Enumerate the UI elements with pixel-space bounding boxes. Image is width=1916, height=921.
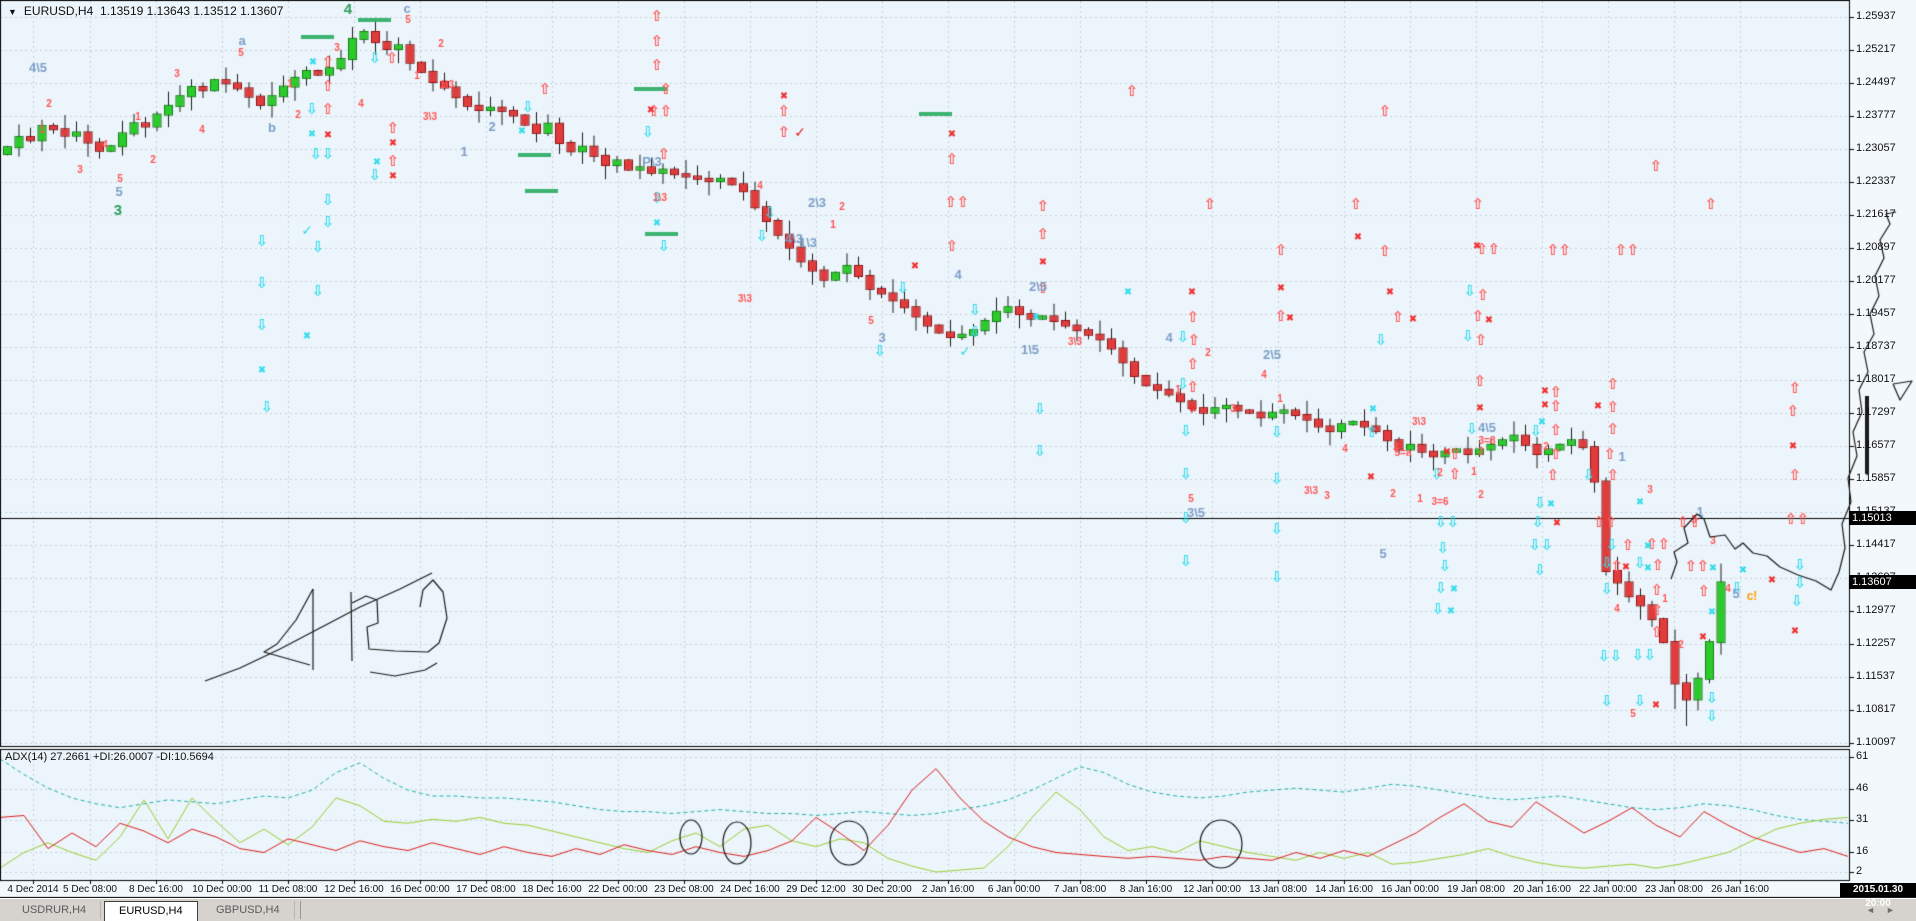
tab-eurusd[interactable]: EURUSD,H4	[104, 901, 198, 921]
time-label: 8 Jan 16:00	[1119, 884, 1173, 895]
price-label: 1.12257	[1856, 637, 1896, 649]
time-label: 23 Dec 08:00	[654, 884, 714, 895]
price-label: 1.25937	[1856, 10, 1896, 22]
price-label: 1.15857	[1856, 472, 1896, 484]
price-label: 1.19457	[1856, 307, 1896, 319]
time-label: 10 Dec 00:00	[192, 884, 252, 895]
time-label: 22 Dec 00:00	[588, 884, 648, 895]
chart-tab-bar: USDRUR,H4 EURUSD,H4 GBPUSD,H4 ◄ ►	[0, 898, 1916, 921]
price-label: 1.18737	[1856, 340, 1896, 352]
tab-scroll-right-icon[interactable]: ►	[1886, 905, 1895, 915]
price-tag: 1.15013	[1849, 511, 1916, 525]
price-label: 1.20177	[1856, 274, 1896, 286]
price-label: 1.23057	[1856, 142, 1896, 154]
time-label: 14 Jan 16:00	[1315, 884, 1373, 895]
price-label: 1.20897	[1856, 241, 1896, 253]
chart-ohlc-values: 1.13519 1.13643 1.13512 1.13607	[99, 4, 284, 18]
price-label: 1.24497	[1856, 76, 1896, 88]
chart-symbol-label: EURUSD,H4	[23, 4, 94, 18]
time-label: 11 Dec 08:00	[258, 884, 318, 895]
time-label: 2 Jan 16:00	[921, 884, 975, 895]
time-label: 16 Jan 00:00	[1381, 884, 1439, 895]
time-label: 18 Dec 16:00	[522, 884, 582, 895]
time-label: 22 Jan 00:00	[1579, 884, 1637, 895]
price-label: 1.10097	[1856, 736, 1896, 748]
time-label: 5 Dec 08:00	[63, 884, 117, 895]
indicator-scale-label: 46	[1856, 782, 1869, 794]
time-label: 4 Dec 2014	[7, 884, 59, 895]
chart-canvas[interactable]	[0, 0, 1916, 898]
time-label: 12 Dec 16:00	[324, 884, 384, 895]
time-label: 16 Dec 00:00	[390, 884, 450, 895]
chart-title: ▼ EURUSD,H4 1.13519 1.13643 1.13512 1.136…	[8, 4, 283, 18]
price-label: 1.17297	[1856, 406, 1896, 418]
price-label: 1.14417	[1856, 538, 1896, 550]
time-label: 26 Jan 16:00	[1711, 884, 1769, 895]
time-label: 12 Jan 00:00	[1183, 884, 1241, 895]
price-label: 1.25217	[1856, 43, 1896, 55]
price-label: 1.18017	[1856, 373, 1896, 385]
chart-menu-icon[interactable]: ▼	[8, 7, 17, 17]
time-label: 8 Dec 16:00	[129, 884, 183, 895]
time-label: 30 Dec 20:00	[852, 884, 912, 895]
price-label: 1.22337	[1856, 175, 1896, 187]
tab-gbpusd[interactable]: GBPUSD,H4	[202, 901, 295, 919]
price-label: 1.23777	[1856, 109, 1896, 121]
indicator-scale-label: 61	[1856, 750, 1869, 762]
time-label: 20 Jan 16:00	[1513, 884, 1571, 895]
tab-scroll-left-icon[interactable]: ◄	[1866, 905, 1875, 915]
indicator-scale-label: 31	[1856, 813, 1869, 825]
price-label: 1.12977	[1856, 604, 1896, 616]
time-label: 6 Jan 00:00	[987, 884, 1041, 895]
price-label: 1.10817	[1856, 703, 1896, 715]
indicator-scale-label: 2	[1856, 865, 1863, 877]
time-label: 7 Jan 08:00	[1053, 884, 1107, 895]
price-label: 1.16577	[1856, 439, 1896, 451]
time-label: 24 Dec 16:00	[720, 884, 780, 895]
time-label: 23 Jan 08:00	[1645, 884, 1703, 895]
cursor-datetime-tag: 2015.01.30 20:00	[1840, 883, 1916, 909]
tab-usdrur[interactable]: USDRUR,H4	[8, 901, 102, 919]
time-label: 13 Jan 08:00	[1249, 884, 1307, 895]
price-tag: 1.13607	[1849, 575, 1916, 589]
tab-divider	[300, 901, 301, 919]
time-label: 29 Dec 12:00	[786, 884, 846, 895]
price-label: 1.11537	[1856, 670, 1895, 682]
indicator-scale-label: 16	[1856, 845, 1869, 857]
time-label: 19 Jan 08:00	[1447, 884, 1505, 895]
time-label: 17 Dec 08:00	[456, 884, 516, 895]
price-label: 1.21617	[1856, 208, 1896, 220]
indicator-label: ADX(14) 27.2661 +DI:26.0007 -DI:10.5694	[5, 751, 214, 763]
